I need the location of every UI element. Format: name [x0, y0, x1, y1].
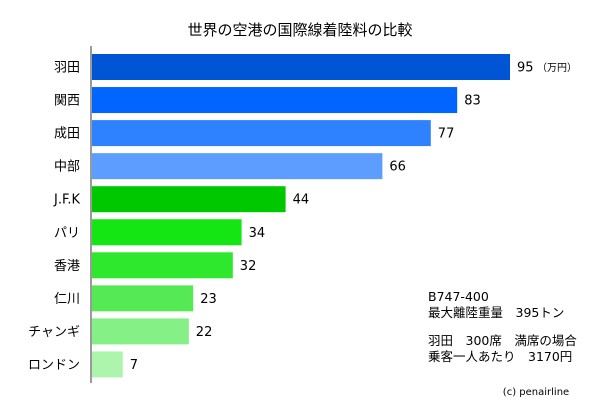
bar-8 [92, 318, 189, 345]
category-label-0: 羽田 [54, 61, 80, 76]
category-label-1: 関西 [54, 94, 80, 109]
bar-0 [92, 54, 510, 80]
bars-group [92, 54, 510, 378]
value-label-8: 22 [196, 325, 213, 340]
unit-label: （万円） [537, 62, 577, 74]
value-label-6: 32 [240, 259, 257, 274]
category-label-3: 中部 [54, 160, 80, 175]
value-label-9: 7 [130, 358, 138, 373]
value-label-3: 66 [389, 160, 406, 175]
value-label-4: 44 [293, 193, 310, 208]
bar-3 [92, 153, 383, 180]
value-labels-group: 95 （万円） 83 77 66 44 34 32 23 22 7 [130, 61, 577, 373]
copyright-credit: (c) penairline [503, 387, 569, 398]
category-label-4: J.F.K [53, 193, 80, 208]
bar-2 [92, 120, 431, 147]
category-label-8: チャンギ [28, 325, 80, 340]
bar-4 [92, 186, 286, 213]
bar-6 [92, 252, 233, 279]
category-label-2: 成田 [54, 127, 80, 142]
bar-5 [92, 219, 242, 246]
category-label-6: 香港 [54, 259, 80, 274]
category-label-5: パリ [54, 226, 80, 241]
value-label-5: 34 [249, 226, 266, 241]
value-label-7: 23 [200, 292, 217, 307]
aircraft-type-note: B747-400 [428, 289, 489, 304]
value-label-0: 95 [517, 61, 534, 76]
chart-title: 世界の空港の国際線着陸料の比較 [187, 21, 412, 39]
value-label-2: 77 [438, 127, 455, 142]
max-takeoff-weight-note: 最大離陸重量 395トン [428, 305, 564, 320]
category-label-7: 仁川 [54, 292, 80, 307]
seat-condition-note: 羽田 300席 満席の場合 [428, 333, 577, 348]
category-label-9: ロンドン [28, 358, 80, 373]
bar-7 [92, 285, 194, 312]
value-label-1: 83 [464, 94, 481, 109]
per-passenger-fee-note: 乗客一人あたり 3170円 [428, 349, 572, 364]
bar-1 [92, 87, 458, 114]
bar-9 [92, 351, 123, 378]
